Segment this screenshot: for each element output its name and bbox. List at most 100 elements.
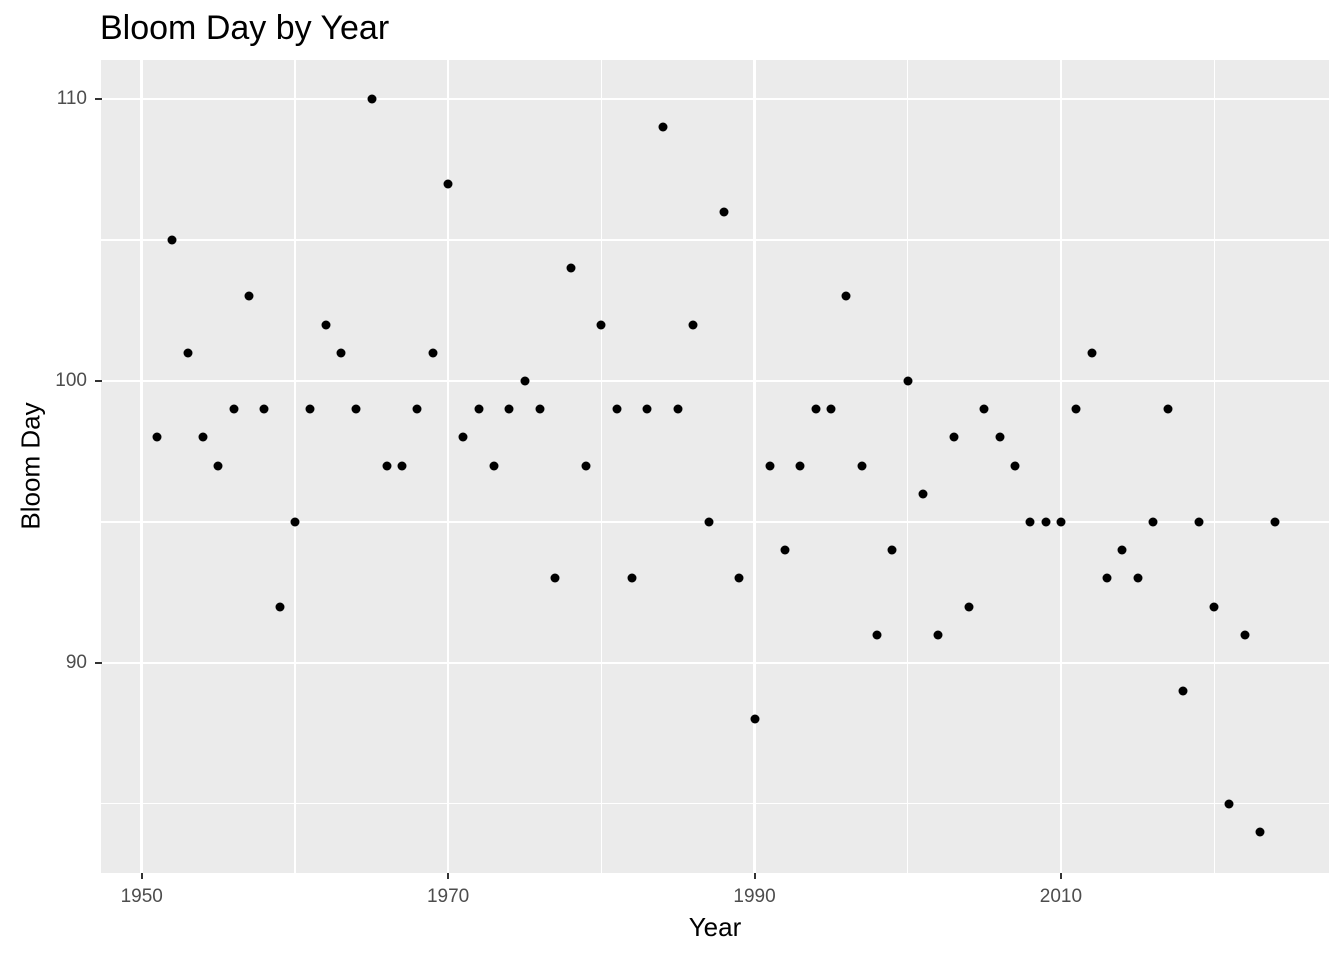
data-point — [780, 545, 790, 555]
data-point — [1255, 827, 1265, 837]
data-point — [1194, 517, 1204, 527]
data-point — [1071, 404, 1081, 414]
y-tick-label: 100 — [55, 369, 87, 391]
data-point — [719, 207, 729, 217]
data-point — [673, 404, 683, 414]
y-major-gridline — [101, 97, 1329, 101]
y-tick-mark — [95, 379, 102, 382]
data-point — [474, 404, 484, 414]
data-point — [826, 404, 836, 414]
data-point — [458, 432, 468, 442]
data-point — [811, 404, 821, 414]
data-point — [550, 573, 560, 583]
data-point — [964, 602, 974, 611]
data-point — [305, 404, 315, 414]
data-point — [1102, 573, 1112, 583]
data-point — [1178, 686, 1188, 696]
x-major-gridline — [140, 60, 143, 873]
data-point — [658, 122, 668, 132]
data-point — [581, 461, 591, 470]
data-point — [1148, 517, 1158, 527]
x-tick-label: 1950 — [120, 886, 163, 907]
x-minor-gridline — [907, 60, 909, 873]
x-tick-label: 1970 — [426, 886, 470, 907]
data-point — [229, 404, 239, 414]
y-minor-gridline — [101, 803, 1329, 805]
data-point — [1224, 799, 1234, 809]
y-major-gridline — [101, 661, 1329, 665]
data-point — [979, 404, 989, 414]
data-point — [995, 432, 1005, 442]
data-point — [489, 461, 499, 470]
data-point — [1087, 348, 1097, 358]
y-minor-gridline — [101, 521, 1329, 523]
data-point — [382, 461, 392, 470]
x-tick-mark — [1059, 873, 1062, 879]
data-point — [918, 489, 928, 499]
data-point — [566, 263, 576, 273]
x-tick-mark — [140, 873, 143, 879]
y-minor-gridline — [101, 239, 1329, 241]
data-point — [734, 573, 744, 583]
data-point — [688, 320, 698, 329]
data-point — [949, 432, 959, 442]
data-point — [933, 630, 943, 640]
data-point — [244, 291, 254, 301]
data-point — [887, 545, 897, 555]
data-point — [290, 517, 300, 527]
x-minor-gridline — [1213, 60, 1215, 873]
data-point — [642, 404, 652, 414]
data-point — [520, 376, 530, 386]
data-point — [612, 404, 622, 414]
x-major-gridline — [446, 60, 450, 873]
data-point — [152, 432, 162, 442]
data-point — [275, 602, 285, 611]
x-tick-mark — [753, 873, 756, 879]
data-point — [336, 348, 346, 358]
data-point — [841, 291, 851, 301]
x-major-gridline — [753, 60, 756, 873]
plot-panel — [101, 60, 1329, 873]
x-axis-title: Year — [688, 912, 742, 942]
data-point — [213, 461, 223, 470]
data-point — [1041, 517, 1051, 527]
data-point — [183, 348, 193, 358]
data-point — [367, 94, 377, 104]
y-tick-mark — [95, 661, 102, 664]
data-point — [765, 461, 775, 470]
x-minor-gridline — [294, 60, 296, 873]
data-point — [259, 404, 269, 414]
data-point — [1209, 602, 1219, 611]
data-point — [872, 630, 882, 640]
data-point — [198, 432, 208, 442]
x-minor-gridline — [600, 60, 602, 873]
data-point — [1056, 517, 1066, 527]
data-point — [750, 714, 760, 724]
y-tick-label: 90 — [65, 651, 87, 673]
data-point — [1117, 545, 1127, 555]
data-point — [504, 404, 514, 414]
data-point — [412, 404, 422, 414]
data-point — [167, 235, 177, 245]
data-point — [1163, 404, 1173, 414]
x-tick-label: 2010 — [1039, 886, 1083, 907]
data-point — [351, 404, 361, 414]
chart-title: Bloom Day by Year — [100, 9, 390, 47]
x-tick-label: 1990 — [733, 886, 776, 907]
data-point — [1270, 517, 1280, 527]
data-point — [704, 517, 714, 527]
y-tick-label: 110 — [56, 87, 87, 109]
data-point — [903, 376, 913, 386]
data-point — [397, 461, 407, 470]
data-point — [428, 348, 438, 358]
data-point — [1025, 517, 1035, 527]
data-point — [596, 320, 606, 329]
y-major-gridline — [101, 379, 1329, 383]
x-tick-mark — [447, 873, 450, 879]
data-point — [443, 179, 453, 188]
y-tick-mark — [95, 97, 102, 100]
data-point — [795, 461, 805, 470]
y-axis-title: Bloom Day — [15, 402, 46, 530]
data-point — [627, 573, 637, 583]
